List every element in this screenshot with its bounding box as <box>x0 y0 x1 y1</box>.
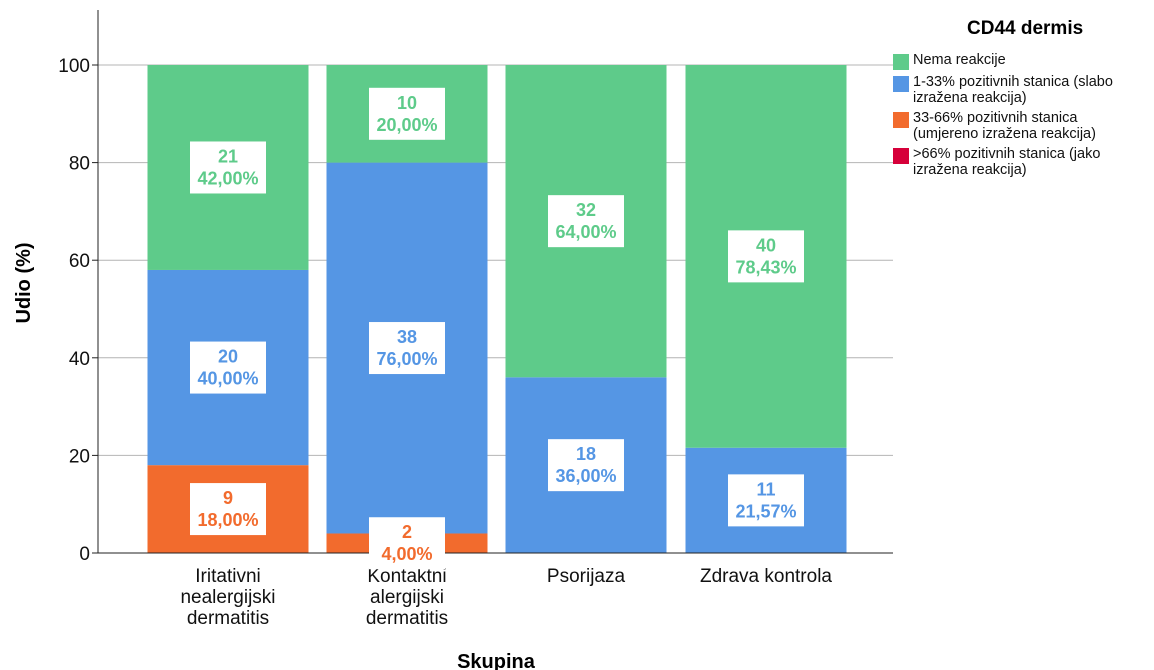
data-label-count: 21 <box>218 146 238 166</box>
x-tick-label: Zdrava kontrola <box>700 566 832 587</box>
data-labels: 918,00%2040,00%2142,00%24,00%3876,00%102… <box>190 87 804 570</box>
legend-swatch <box>893 148 909 164</box>
data-label-count: 9 <box>223 488 233 508</box>
y-tick-label: 100 <box>58 56 90 77</box>
data-label-percent: 40,00% <box>197 369 258 389</box>
legend-label: Nema reakcije <box>913 52 1006 68</box>
data-label-box <box>190 141 266 194</box>
y-tick-label: 20 <box>69 446 90 467</box>
legend-swatch <box>893 112 909 128</box>
legend-swatch <box>893 76 909 92</box>
data-label-percent: 76,00% <box>376 349 437 369</box>
legend-item: Nema reakcije <box>893 52 1153 70</box>
legend-swatch <box>893 54 909 70</box>
y-axis-label: Udio (%) <box>13 242 35 323</box>
data-label-count: 11 <box>756 479 775 499</box>
data-label-box <box>548 439 624 492</box>
x-tick-label: Kontaktni alergijski dermatitis <box>366 566 448 629</box>
data-label-count: 40 <box>756 235 776 255</box>
data-label-box <box>190 483 266 536</box>
data-label-box <box>369 322 445 375</box>
axes: 0 20 40 60 80 100 Iritativni nealergijski dermat… <box>58 10 893 629</box>
legend-label: 33-66% pozitivnih stanica (umjereno izra… <box>913 110 1096 142</box>
data-label-percent: 20,00% <box>376 115 437 135</box>
data-label-count: 32 <box>576 200 596 220</box>
data-label-box <box>548 195 624 248</box>
data-label-percent: 18,00% <box>197 510 258 530</box>
legend-label: >66% pozitivnih stanica (jako izražena r… <box>913 146 1101 178</box>
legend-item: 1-33% pozitivnih stanica (slabo izražena… <box>893 74 1153 106</box>
legend-label: 1-33% pozitivnih stanica (slabo izražena… <box>913 74 1113 106</box>
x-axis-label: Skupina <box>457 651 536 670</box>
data-label-percent: 78,43% <box>735 257 796 277</box>
data-label-percent: 4,00% <box>381 544 432 564</box>
y-tick-label: 60 <box>69 251 90 272</box>
data-label-percent: 64,00% <box>555 222 616 242</box>
legend-items: Nema reakcije 1-33% pozitivnih stanica (s… <box>893 52 1153 178</box>
data-label-count: 20 <box>218 347 238 367</box>
data-label-count: 2 <box>402 522 412 542</box>
x-tick-label: Psorijaza <box>547 566 626 587</box>
stacked-bar-chart: 0 20 40 60 80 100 Iritativni nealergijski dermat… <box>13 10 893 670</box>
data-label-percent: 36,00% <box>555 466 616 486</box>
y-tick-label: 0 <box>79 544 90 565</box>
x-tick-label: Iritativni nealergijski dermatitis <box>180 566 275 629</box>
legend-title: CD44 dermis <box>967 18 1084 39</box>
data-label-percent: 42,00% <box>197 168 258 188</box>
y-tick-label: 80 <box>69 154 90 175</box>
data-label-box <box>369 87 445 140</box>
data-label-box <box>369 517 445 570</box>
data-label-count: 18 <box>576 444 596 464</box>
data-label-percent: 21,57% <box>735 501 796 521</box>
legend-item: >66% pozitivnih stanica (jako izražena r… <box>893 146 1153 178</box>
data-label-count: 38 <box>397 327 417 347</box>
data-label-count: 10 <box>397 93 417 113</box>
y-tick-label: 40 <box>69 349 90 370</box>
legend: CD44 dermis Nema reakcije 1-33% pozitivni… <box>893 18 1153 182</box>
data-label-box <box>728 474 804 527</box>
legend-item: 33-66% pozitivnih stanica (umjereno izra… <box>893 110 1153 142</box>
data-label-box <box>728 230 804 283</box>
data-label-box <box>190 341 266 394</box>
